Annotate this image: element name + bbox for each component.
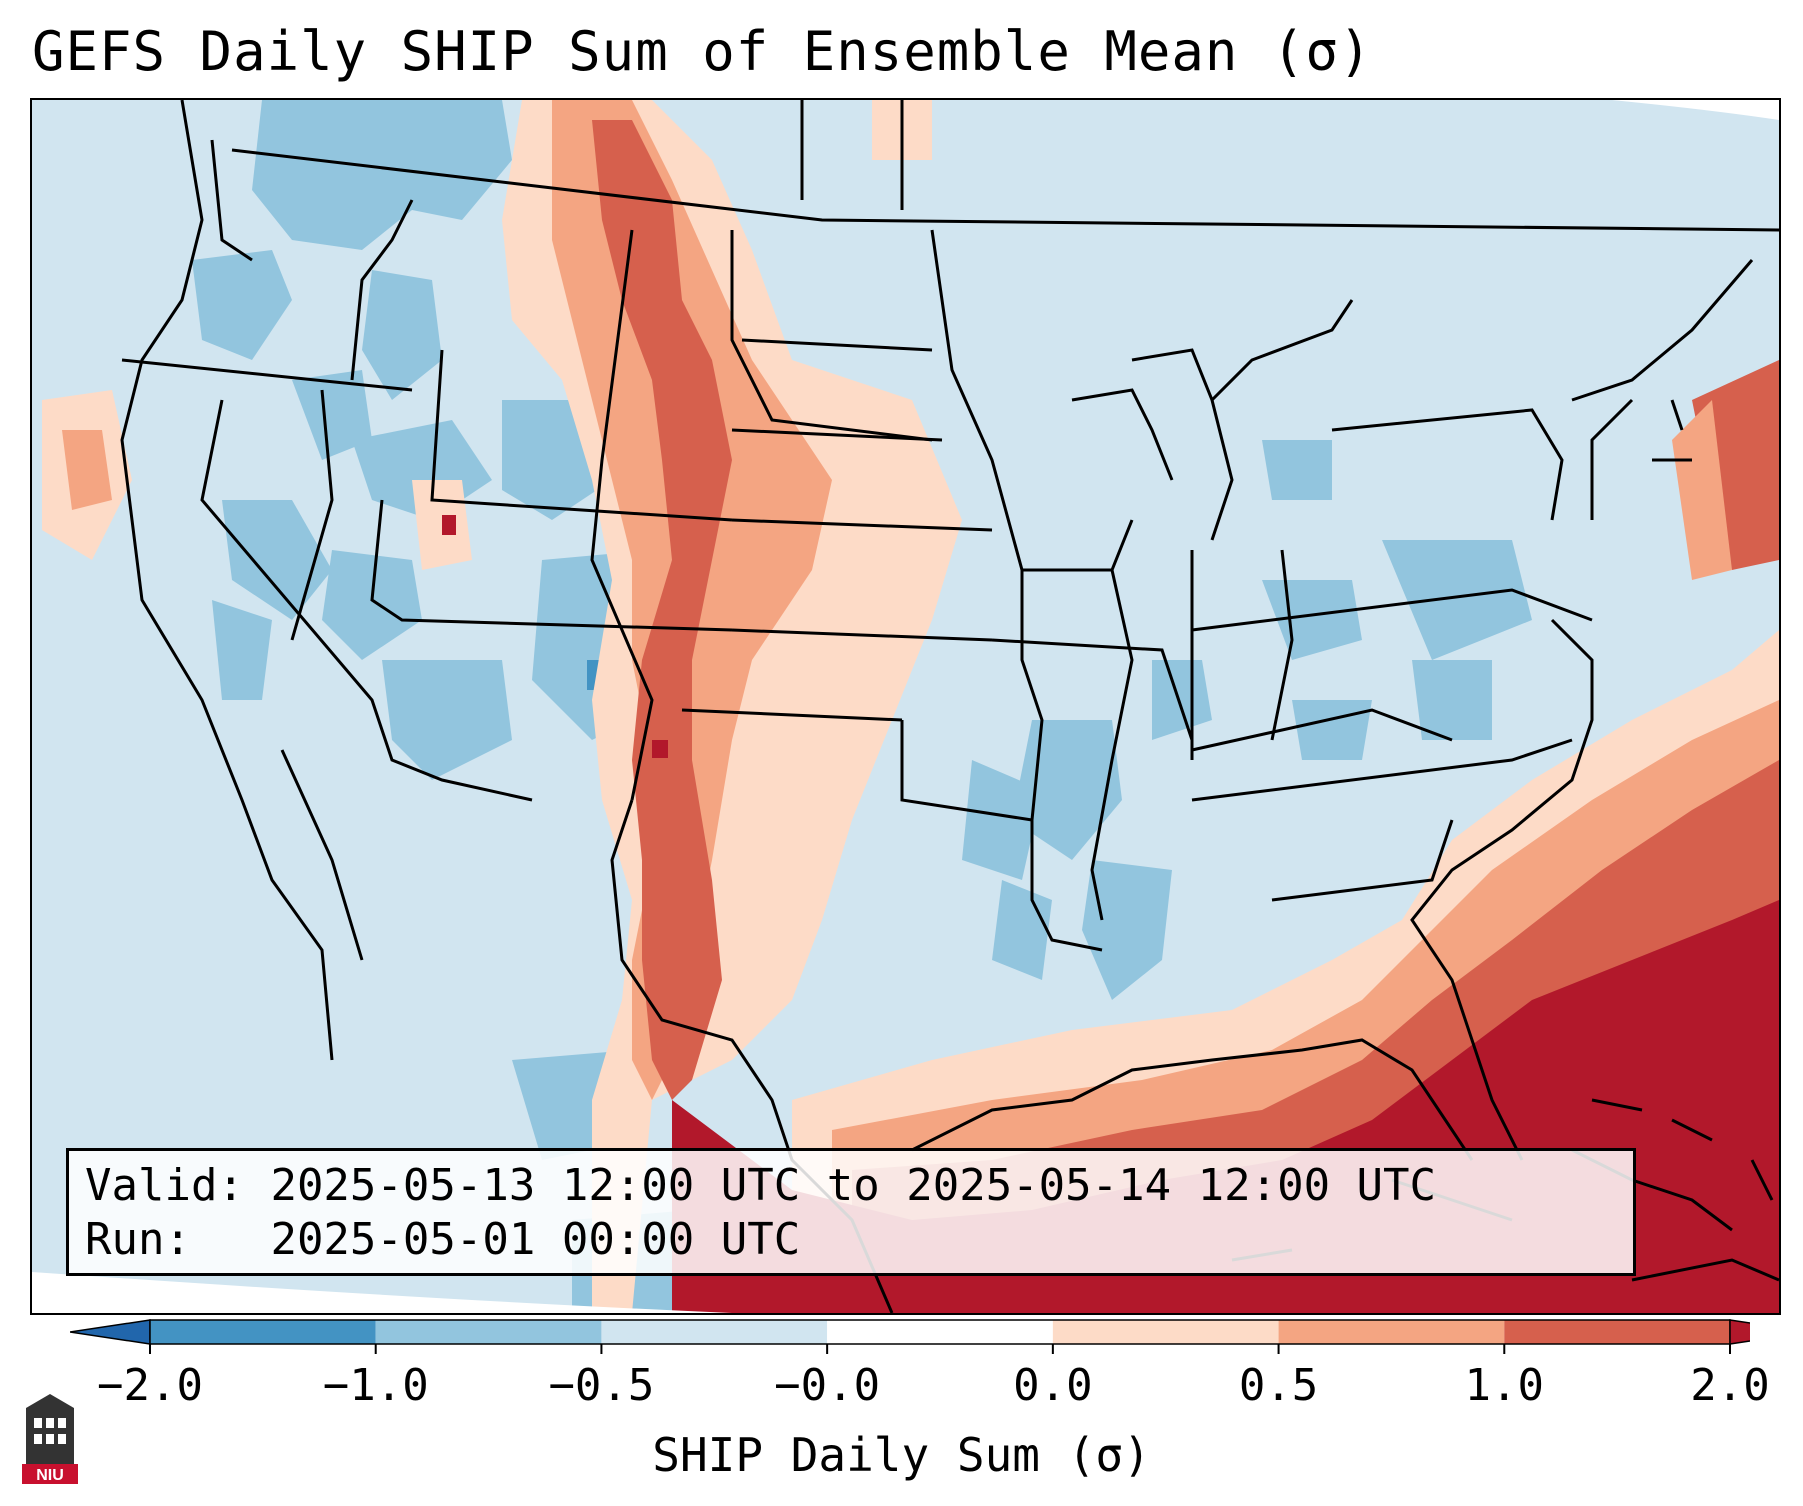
colorbar-tick-label: −0.0 xyxy=(774,1360,881,1411)
colorbar-tick-label: −2.0 xyxy=(97,1360,203,1411)
colorbar-segment xyxy=(1504,1320,1730,1344)
colorbar-segment xyxy=(1278,1320,1505,1344)
colorbar-segment xyxy=(1052,1320,1279,1344)
colorbar-tick-label: −0.5 xyxy=(548,1360,655,1411)
colorbar-tick-label: 0.5 xyxy=(1238,1360,1319,1411)
colorbar-segment xyxy=(150,1320,376,1344)
valid-line: Valid: 2025-05-13 12:00 UTC to 2025-05-1… xyxy=(85,1159,1617,1213)
colorbar-ticks xyxy=(149,1344,1731,1354)
map-panel xyxy=(30,98,1781,1315)
colorbar-segments xyxy=(149,1319,1731,1345)
colorbar-tick-label: 1.0 xyxy=(1464,1360,1545,1411)
colorbar-tick-label: −1.0 xyxy=(322,1360,429,1411)
colorbar-label: SHIP Daily Sum (σ) xyxy=(652,1428,1151,1482)
colorbar-tick-label: 2.0 xyxy=(1690,1360,1770,1411)
projection-edge xyxy=(32,1272,732,1313)
colorbar-segment xyxy=(601,1320,828,1344)
strong-positive-cell xyxy=(442,515,456,535)
coastlines-and-borders xyxy=(120,100,1779,1313)
run-line: Run: 2025-05-01 00:00 UTC xyxy=(85,1213,1617,1267)
map-title: GEFS Daily SHIP Sum of Ensemble Mean (σ) xyxy=(32,20,1373,83)
valid-value: 2025-05-13 12:00 UTC to 2025-05-14 12:00… xyxy=(270,1160,1437,1211)
colorbar-segment xyxy=(375,1320,602,1344)
strong-positive-cell xyxy=(652,740,668,758)
logo-text: NIU xyxy=(36,1467,64,1484)
run-value: 2025-05-01 00:00 UTC xyxy=(270,1214,801,1265)
colorbar-over-triangle xyxy=(1729,1319,1750,1345)
niu-logo: NIU xyxy=(22,1394,78,1484)
colorbar-segment xyxy=(827,1320,1053,1344)
colorbar-under-triangle xyxy=(70,1319,151,1345)
ship-field-map xyxy=(32,100,1779,1313)
colorbar xyxy=(70,1319,1750,1354)
valid-run-info-box: Valid: 2025-05-13 12:00 UTC to 2025-05-1… xyxy=(66,1148,1636,1276)
valid-label: Valid: xyxy=(85,1160,244,1211)
colorbar-tick-label: 0.0 xyxy=(1013,1360,1093,1411)
projection-edge xyxy=(1612,100,1779,120)
run-label: Run: xyxy=(85,1214,191,1265)
positive-anomaly-band xyxy=(502,100,962,1313)
